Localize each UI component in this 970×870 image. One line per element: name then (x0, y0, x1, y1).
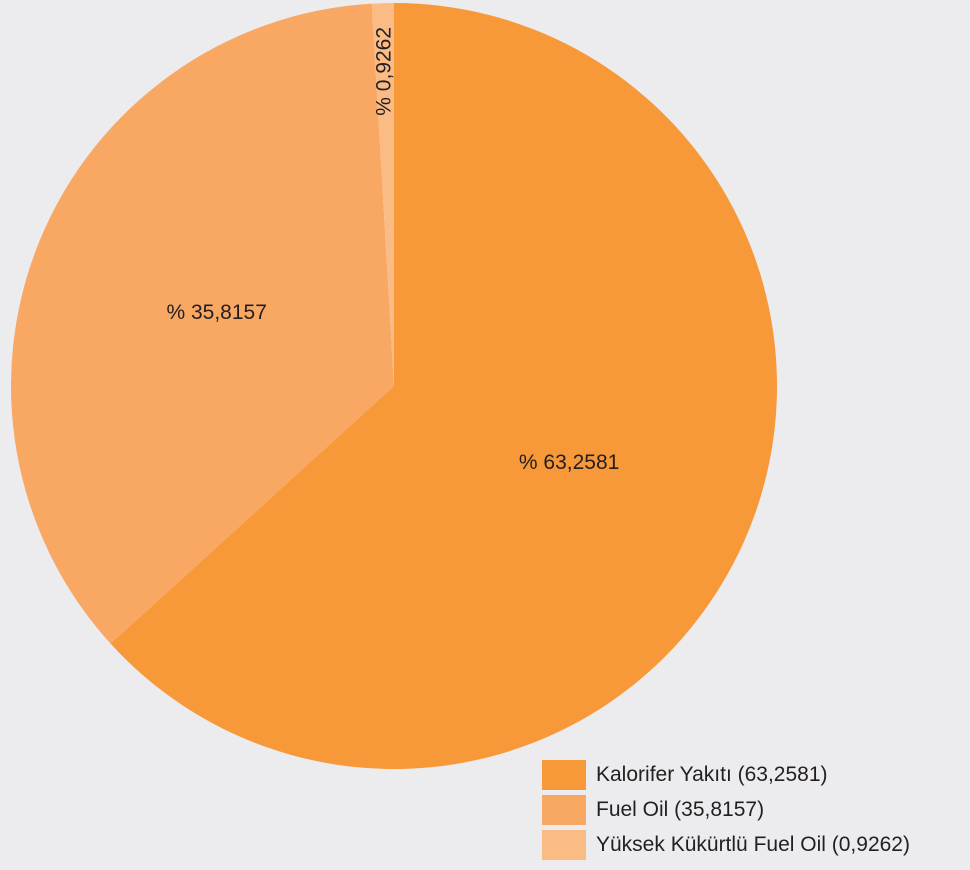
slice-label-yuksek-kukurtlu-fuel-oil: % 0,9262 (372, 27, 395, 116)
pie-slices (11, 3, 777, 770)
legend-swatch-yuksek-kukurtlu-fuel-oil (542, 829, 586, 860)
legend-item-fuel-oil: Fuel Oil (35,8157) (542, 792, 910, 827)
pie-slice-labels: % 63,2581 % 35,8157 % 0,9262 (166, 27, 619, 474)
legend: Kalorifer Yakıtı (63,2581) Fuel Oil (35,… (542, 757, 910, 862)
pie-slice-fuel-oil (11, 3, 395, 644)
legend-swatch-fuel-oil (542, 794, 586, 825)
legend-item-yuksek-kukurtlu-fuel-oil: Yüksek Kükürtlü Fuel Oil (0,9262) (542, 827, 910, 862)
legend-swatch-kalorifer-yakiti (542, 759, 586, 790)
legend-label-kalorifer-yakiti: Kalorifer Yakıtı (63,2581) (596, 762, 828, 786)
legend-label-fuel-oil: Fuel Oil (35,8157) (596, 797, 765, 821)
slice-label-fuel-oil: % 35,8157 (166, 301, 266, 324)
legend-item-kalorifer-yakiti: Kalorifer Yakıtı (63,2581) (542, 757, 910, 792)
pie-slice-yuksek-kukurtlu-fuel-oil (371, 3, 394, 386)
pie-slice-kalorifer-yakiti (110, 3, 777, 770)
legend-label-yuksek-kukurtlu-fuel-oil: Yüksek Kükürtlü Fuel Oil (0,9262) (596, 832, 910, 856)
slice-label-kalorifer-yakiti: % 63,2581 (519, 451, 619, 474)
